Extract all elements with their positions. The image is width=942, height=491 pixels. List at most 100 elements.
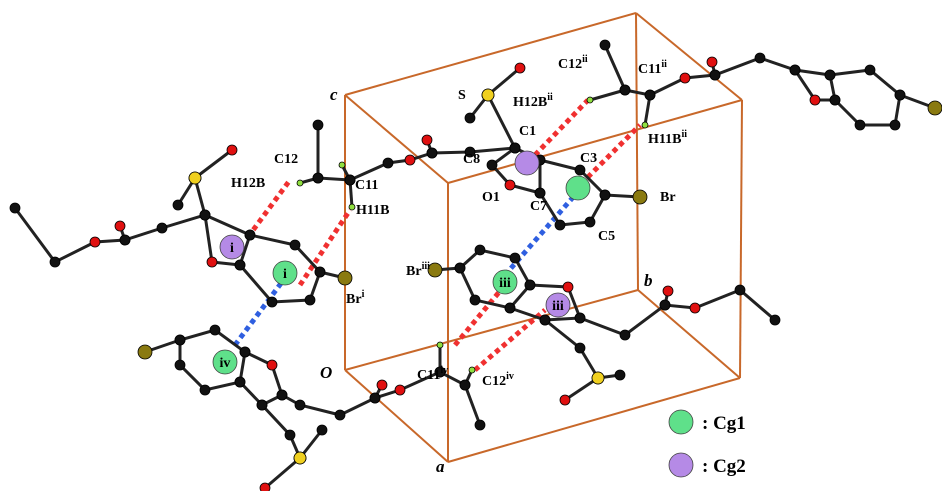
atom	[464, 146, 476, 158]
atom-superscript: i	[362, 289, 365, 300]
atom	[641, 121, 649, 129]
atom	[172, 199, 184, 211]
axis-label: a	[436, 457, 445, 476]
atom-label: C7	[530, 199, 547, 214]
cell-edge	[447, 377, 741, 463]
bond	[589, 88, 626, 102]
atom-name: C11	[355, 178, 378, 193]
atom-name: S	[458, 88, 466, 103]
atom-name: Br	[660, 190, 676, 205]
atom-label: C3	[580, 151, 597, 166]
atom	[338, 161, 346, 169]
centroid-label: iii	[552, 299, 564, 314]
atom	[889, 119, 901, 131]
atom-superscript: ii	[661, 59, 667, 70]
atom	[614, 369, 626, 381]
atom	[574, 164, 586, 176]
contact-line	[573, 123, 642, 192]
atom	[348, 203, 356, 211]
atom	[706, 56, 718, 68]
atom-name: H11B	[356, 203, 389, 218]
atom	[468, 366, 476, 374]
centroid	[212, 349, 238, 375]
atom	[644, 89, 656, 101]
contacts	[232, 98, 642, 372]
atom	[539, 314, 551, 326]
atom	[49, 256, 61, 268]
cell-edge	[344, 94, 449, 184]
cell-edge	[344, 12, 637, 96]
atom-name: C7	[530, 199, 547, 214]
atom	[137, 344, 153, 360]
atom	[854, 119, 866, 131]
atom	[474, 244, 486, 256]
atom-name: C1	[519, 124, 536, 139]
atom	[459, 379, 471, 391]
bond	[544, 318, 601, 402]
contact-line	[533, 98, 590, 157]
atom-name: C12	[274, 152, 298, 167]
atom	[562, 281, 574, 293]
atom	[829, 94, 841, 106]
atom	[524, 279, 536, 291]
atom	[754, 52, 766, 64]
atom-label: H12B	[231, 176, 265, 191]
atom	[304, 294, 316, 306]
atom	[534, 187, 546, 199]
contact-line	[473, 308, 547, 372]
atom	[469, 294, 481, 306]
bond	[579, 288, 776, 337]
atom	[662, 285, 674, 297]
legend-swatch	[668, 452, 694, 478]
atom	[574, 312, 586, 324]
atom-label: Br	[660, 190, 676, 205]
atom-name: H12B	[231, 176, 265, 191]
atom	[427, 262, 443, 278]
atom-name: C5	[598, 229, 615, 244]
atom	[474, 419, 486, 431]
atom	[434, 366, 446, 378]
atom	[709, 69, 721, 81]
molecules	[9, 39, 942, 491]
centroid-label: i	[230, 241, 234, 256]
atom	[382, 157, 394, 169]
atom-name: C11	[638, 62, 661, 77]
cell-edge	[344, 289, 639, 371]
atom	[394, 384, 406, 396]
atom	[591, 371, 605, 385]
atom	[679, 72, 691, 84]
contact-line	[297, 208, 353, 287]
atom	[376, 379, 388, 391]
atom	[334, 409, 346, 421]
atom	[426, 147, 438, 159]
legend-label: : Cg2	[702, 456, 746, 477]
atom-superscript: iv	[506, 371, 514, 382]
atom	[156, 222, 168, 234]
atom-name: H11B	[648, 132, 681, 147]
atom-label: C12iv	[482, 371, 514, 389]
atom	[276, 389, 288, 401]
atom-name: O1	[482, 190, 500, 205]
atom-superscript: iv	[440, 365, 448, 376]
atom	[206, 256, 218, 268]
atom	[234, 259, 246, 271]
atom	[174, 334, 186, 346]
atom	[504, 302, 516, 314]
atom-name: C3	[580, 151, 597, 166]
atom	[454, 262, 466, 274]
atom	[266, 296, 278, 308]
atom	[188, 171, 202, 185]
centroid-label: iv	[220, 356, 231, 371]
legend-swatch	[668, 409, 694, 435]
atom	[294, 399, 306, 411]
centroid	[565, 175, 591, 201]
atom-superscript: iii	[422, 261, 431, 272]
atom-label: H11B	[356, 203, 389, 218]
cell-edge	[635, 12, 639, 291]
atom	[369, 392, 381, 404]
atom	[586, 96, 594, 104]
atom-superscript: ii	[582, 54, 588, 65]
atom	[734, 284, 746, 296]
atom-superscript: ii	[681, 129, 687, 140]
